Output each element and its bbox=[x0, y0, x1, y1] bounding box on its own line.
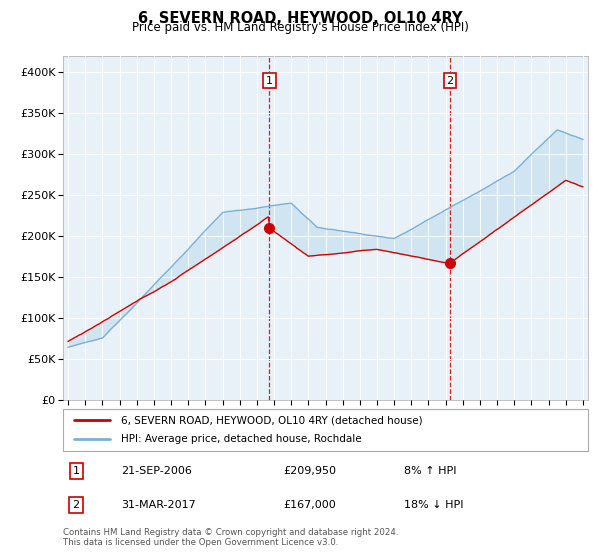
Text: 8% ↑ HPI: 8% ↑ HPI bbox=[404, 466, 457, 476]
Text: 1: 1 bbox=[266, 76, 273, 86]
FancyBboxPatch shape bbox=[63, 409, 588, 451]
Text: 31-MAR-2017: 31-MAR-2017 bbox=[121, 500, 196, 510]
Text: £209,950: £209,950 bbox=[284, 466, 337, 476]
Text: 1: 1 bbox=[73, 466, 80, 476]
Text: £167,000: £167,000 bbox=[284, 500, 336, 510]
Text: 2: 2 bbox=[446, 76, 454, 86]
Text: Contains HM Land Registry data © Crown copyright and database right 2024.
This d: Contains HM Land Registry data © Crown c… bbox=[63, 528, 398, 547]
Text: 6, SEVERN ROAD, HEYWOOD, OL10 4RY (detached house): 6, SEVERN ROAD, HEYWOOD, OL10 4RY (detac… bbox=[121, 415, 422, 425]
Text: Price paid vs. HM Land Registry's House Price Index (HPI): Price paid vs. HM Land Registry's House … bbox=[131, 21, 469, 34]
Text: HPI: Average price, detached house, Rochdale: HPI: Average price, detached house, Roch… bbox=[121, 435, 361, 445]
Text: 21-SEP-2006: 21-SEP-2006 bbox=[121, 466, 191, 476]
Text: 6, SEVERN ROAD, HEYWOOD, OL10 4RY: 6, SEVERN ROAD, HEYWOOD, OL10 4RY bbox=[138, 11, 462, 26]
Text: 18% ↓ HPI: 18% ↓ HPI bbox=[404, 500, 464, 510]
Text: 2: 2 bbox=[73, 500, 80, 510]
